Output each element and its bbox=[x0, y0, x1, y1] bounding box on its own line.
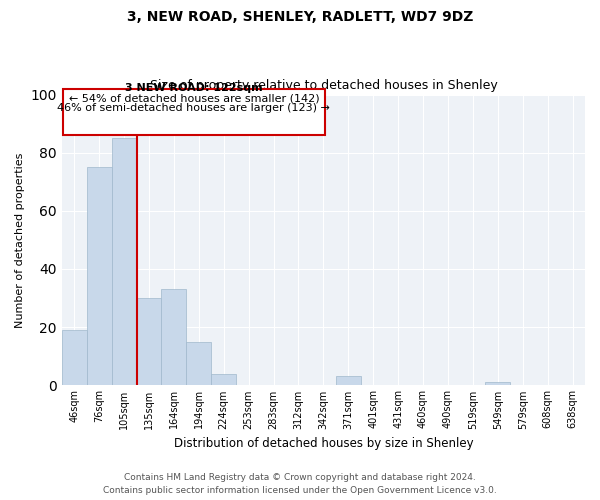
Bar bbox=[137, 298, 161, 385]
Bar bbox=[336, 376, 361, 385]
Bar bbox=[485, 382, 510, 385]
X-axis label: Distribution of detached houses by size in Shenley: Distribution of detached houses by size … bbox=[173, 437, 473, 450]
Bar bbox=[211, 374, 236, 385]
Bar bbox=[62, 330, 87, 385]
Bar bbox=[87, 167, 112, 385]
Bar bbox=[112, 138, 137, 385]
Bar bbox=[187, 342, 211, 385]
Bar bbox=[161, 289, 187, 385]
Text: 3, NEW ROAD, SHENLEY, RADLETT, WD7 9DZ: 3, NEW ROAD, SHENLEY, RADLETT, WD7 9DZ bbox=[127, 10, 473, 24]
Text: Contains HM Land Registry data © Crown copyright and database right 2024.
Contai: Contains HM Land Registry data © Crown c… bbox=[103, 474, 497, 495]
Text: ← 54% of detached houses are smaller (142): ← 54% of detached houses are smaller (14… bbox=[68, 94, 319, 104]
Title: Size of property relative to detached houses in Shenley: Size of property relative to detached ho… bbox=[149, 79, 497, 92]
Text: 3 NEW ROAD: 122sqm: 3 NEW ROAD: 122sqm bbox=[125, 83, 263, 93]
Text: 46% of semi-detached houses are larger (123) →: 46% of semi-detached houses are larger (… bbox=[58, 104, 330, 114]
Y-axis label: Number of detached properties: Number of detached properties bbox=[15, 152, 25, 328]
FancyBboxPatch shape bbox=[63, 88, 325, 135]
